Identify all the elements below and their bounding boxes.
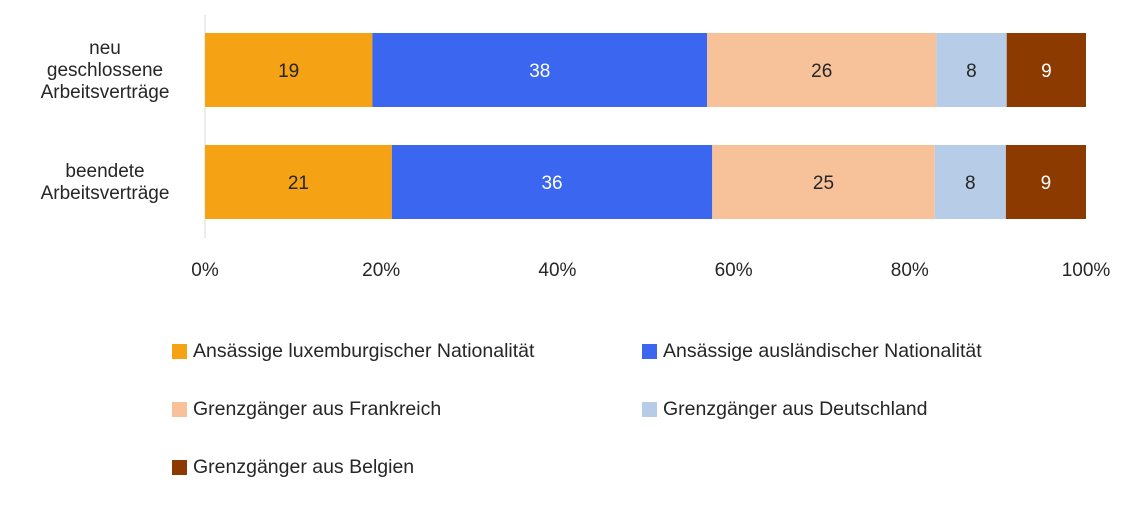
bars-group: 19 38 26 8 9 21 36 25 8 9	[205, 33, 1086, 219]
x-tick-label: 20%	[362, 260, 400, 281]
bar-segment	[712, 145, 935, 219]
legend-item: Grenzgänger aus Belgien	[172, 456, 414, 479]
bar-segment	[936, 33, 1007, 107]
legend-swatch	[642, 344, 657, 359]
legend-item: Grenzgänger aus Deutschland	[642, 398, 928, 421]
bar-segment	[372, 33, 708, 107]
bar-segment	[707, 33, 937, 107]
stacked-bar-chart: 19 38 26 8 9 21 36 25 8 9 neu geschlossene Arbeitsv…	[41, 15, 1110, 281]
x-tick-label: 40%	[538, 260, 576, 281]
legend-label: Ansässige luxemburgischer Nationalität	[193, 340, 535, 362]
bar-segment	[934, 145, 1006, 219]
legend-swatch	[642, 402, 657, 417]
legend-item: Ansässige ausländischer Nationalität	[642, 340, 982, 363]
data-label: 36	[541, 173, 562, 194]
bar-segment	[205, 145, 392, 219]
data-label: 8	[965, 173, 976, 194]
data-label: 26	[811, 61, 832, 82]
category-label: beendete Arbeitsverträge	[41, 161, 170, 204]
bar-segment	[205, 33, 373, 107]
legend-item: Ansässige luxemburgischer Nationalität	[172, 340, 534, 363]
data-label: 25	[813, 173, 834, 194]
bar-segment	[391, 145, 713, 219]
legend-label: Ansässige ausländischer Nationalität	[663, 340, 982, 362]
x-tick-label: 0%	[191, 260, 219, 281]
legend-label: Grenzgänger aus Deutschland	[663, 398, 928, 420]
category-labels: neu geschlossene Arbeitsverträge beendete Ar…	[41, 38, 170, 204]
data-label: 8	[966, 61, 977, 82]
legend-swatch	[172, 344, 187, 359]
data-label: 21	[288, 173, 309, 194]
x-tick-label: 100%	[1062, 260, 1111, 281]
bar-segment	[1005, 145, 1086, 219]
data-label: 9	[1041, 173, 1052, 194]
category-label: neu geschlossene Arbeitsverträge	[41, 38, 170, 103]
data-label: 9	[1041, 61, 1052, 82]
x-tick-label: 80%	[891, 260, 929, 281]
data-label: 19	[278, 61, 299, 82]
bar-segment	[1006, 33, 1086, 107]
legend-swatch	[172, 402, 187, 417]
legend-label: Grenzgänger aus Belgien	[193, 456, 415, 478]
x-axis-ticks: 0% 20% 40% 60% 80% 100%	[191, 260, 1110, 281]
data-label: 38	[529, 61, 550, 82]
legend-item: Grenzgänger aus Frankreich	[172, 398, 441, 421]
legend-label: Grenzgänger aus Frankreich	[193, 398, 442, 420]
x-tick-label: 60%	[715, 260, 753, 281]
legend-swatch	[172, 460, 187, 475]
